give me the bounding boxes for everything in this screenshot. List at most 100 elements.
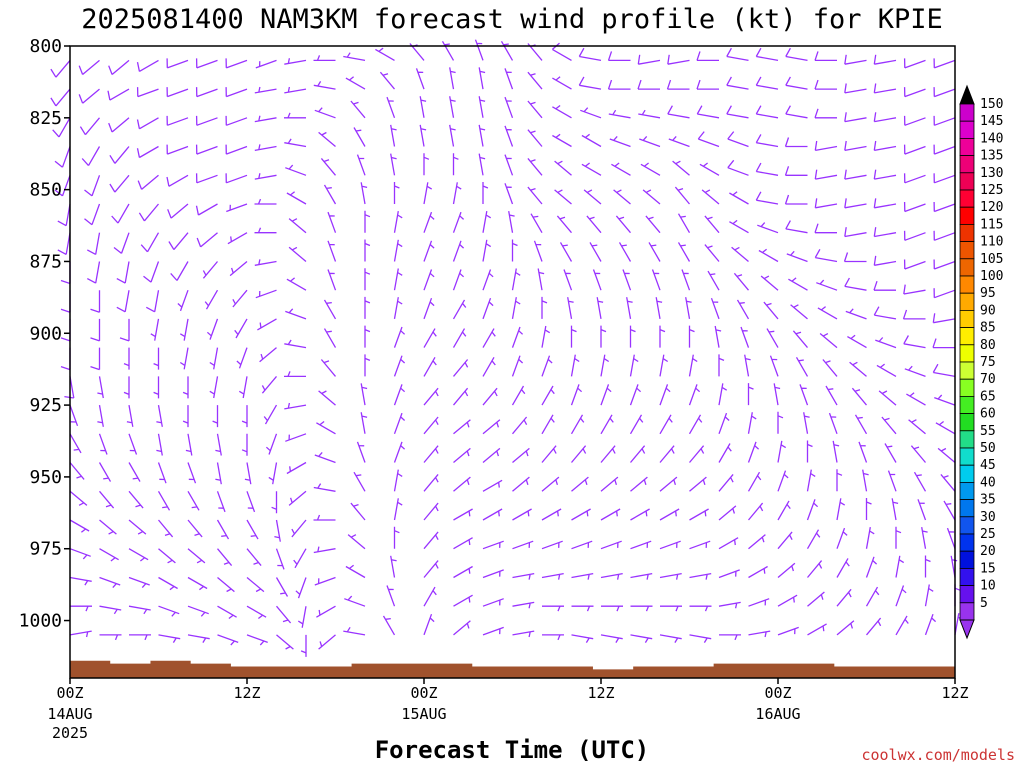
- wind-barb: [313, 81, 336, 90]
- wind-barb: [865, 498, 872, 520]
- colorbar-label: 50: [980, 441, 996, 456]
- wind-barb: [195, 203, 218, 216]
- wind-barb: [300, 634, 307, 657]
- wind-barb: [204, 289, 219, 310]
- wind-barb: [81, 146, 101, 167]
- wind-barb: [320, 157, 336, 176]
- x-tick-label: 12Z: [587, 684, 614, 702]
- wind-barb: [128, 576, 150, 589]
- wind-barb: [755, 105, 779, 119]
- colorbar-swatch: [959, 585, 975, 604]
- wind-barb: [903, 173, 926, 184]
- wind-barb: [229, 261, 248, 277]
- wind-barb: [836, 469, 843, 492]
- wind-barb: [453, 594, 473, 607]
- wind-barb: [350, 100, 366, 119]
- wind-barb: [512, 508, 532, 521]
- wind-barb: [696, 105, 720, 119]
- wind-barb: [286, 191, 307, 205]
- wind-barb: [187, 605, 209, 617]
- wind-barb: [589, 242, 602, 262]
- wind-barb: [69, 462, 85, 480]
- x-tick-date: 14AUG: [47, 705, 92, 723]
- wind-barb: [581, 162, 602, 176]
- wind-barb: [60, 290, 71, 313]
- wind-barb: [586, 215, 602, 234]
- wind-barb: [452, 299, 467, 320]
- wind-barb: [423, 586, 437, 607]
- wind-barb: [504, 96, 514, 119]
- wind-barb: [814, 223, 837, 234]
- wind-barb: [69, 490, 88, 506]
- wind-barb: [452, 240, 465, 262]
- wind-barb: [157, 462, 167, 484]
- wind-barb: [854, 414, 868, 435]
- wind-barb: [108, 117, 130, 133]
- wind-barb: [659, 325, 666, 348]
- colorbar-swatch: [959, 464, 975, 483]
- wind-barb: [215, 462, 222, 485]
- wind-barb: [903, 259, 926, 270]
- wind-barb: [630, 605, 653, 612]
- wind-barb: [99, 634, 122, 641]
- x-tick-date: 16AUG: [755, 705, 800, 723]
- wind-barb: [284, 339, 307, 349]
- wind-barb: [423, 356, 437, 377]
- wind-barb: [639, 135, 661, 148]
- wind-barb: [168, 232, 189, 251]
- wind-barb: [323, 184, 337, 205]
- wind-barb: [166, 115, 189, 126]
- wind-barb: [814, 140, 838, 152]
- wind-barb: [226, 203, 248, 213]
- wind-barb: [284, 86, 307, 94]
- wind-barb: [795, 356, 809, 377]
- wind-barb: [452, 153, 459, 176]
- wind-barb: [288, 490, 307, 506]
- wind-barb: [170, 261, 189, 281]
- wind-barb: [482, 210, 492, 233]
- wind-barb: [807, 591, 825, 607]
- wind-barb: [271, 491, 278, 514]
- wind-barb: [136, 117, 159, 130]
- wind-barb: [316, 605, 336, 618]
- colorbar-swatch: [959, 447, 975, 466]
- wind-barb: [275, 577, 289, 597]
- wind-barb: [727, 159, 749, 176]
- wind-barb: [453, 508, 473, 521]
- wind-barb: [866, 617, 882, 636]
- wind-barb: [814, 198, 838, 209]
- wind-barb: [844, 140, 867, 152]
- wind-barb: [512, 540, 534, 550]
- wind-barb: [581, 133, 602, 148]
- wind-barb: [784, 137, 808, 148]
- colorbar-bottom-arrow: [959, 619, 975, 640]
- wind-barb: [182, 376, 189, 399]
- wind-barb: [571, 476, 589, 492]
- wind-barb: [217, 634, 239, 646]
- wind-barb: [748, 630, 771, 638]
- wind-barb: [659, 445, 675, 463]
- wind-barb: [733, 272, 749, 291]
- wind-barb: [891, 498, 899, 521]
- wind-barb: [393, 384, 406, 406]
- wind-barb: [571, 572, 594, 580]
- wind-barb: [323, 328, 337, 348]
- colorbar-label: 100: [980, 269, 1003, 284]
- wind-barb: [195, 58, 218, 69]
- colorbar-label: 120: [980, 200, 1003, 215]
- wind-barb: [570, 384, 583, 406]
- wind-barb: [903, 335, 926, 349]
- wind-barb: [474, 39, 484, 61]
- wind-barb: [284, 371, 306, 378]
- wind-barb: [364, 296, 371, 319]
- wind-barb: [453, 419, 471, 435]
- wind-barb: [195, 115, 218, 126]
- wind-barb: [344, 595, 366, 607]
- wind-barb: [482, 269, 494, 291]
- wind-barb: [755, 134, 779, 148]
- wind-barb: [69, 404, 79, 427]
- wind-barb: [851, 387, 867, 406]
- wind-barb: [79, 117, 100, 136]
- wind-barb: [763, 301, 779, 320]
